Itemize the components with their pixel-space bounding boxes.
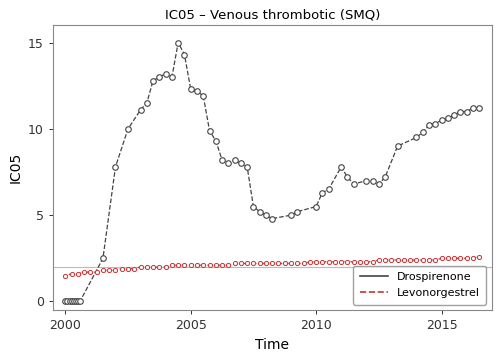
Y-axis label: IC05: IC05 (8, 152, 22, 183)
Legend: Drospirenone, Levonorgestrel: Drospirenone, Levonorgestrel (353, 266, 486, 305)
Title: IC05 – Venous thrombotic (SMQ): IC05 – Venous thrombotic (SMQ) (164, 8, 380, 21)
X-axis label: Time: Time (255, 338, 289, 352)
